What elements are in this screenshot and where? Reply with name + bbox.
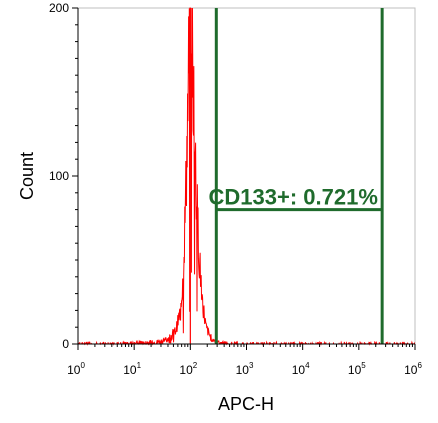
x-tick-label: 103 [236,361,254,377]
gate-label: CD133+: 0.721% [209,185,378,210]
y-tick-label: 100 [49,169,69,183]
x-tick-label: 101 [123,361,141,377]
x-tick-label: 104 [292,361,310,377]
y-tick-label: 200 [49,1,69,15]
x-tick-label: 102 [179,361,197,377]
x-tick-label: 105 [348,361,366,377]
plot-area [77,7,416,345]
y-tick-label: 0 [62,337,69,351]
x-tick-label: 106 [404,361,422,377]
y-axis-title: Count [17,152,37,200]
gate: CD133+: 0.721% [209,8,384,344]
x-axis-title: APC-H [218,394,274,414]
x-tick-label: 100 [67,361,85,377]
axes: 0 100 200 100 101 102 103 104 105 106 [49,1,422,377]
